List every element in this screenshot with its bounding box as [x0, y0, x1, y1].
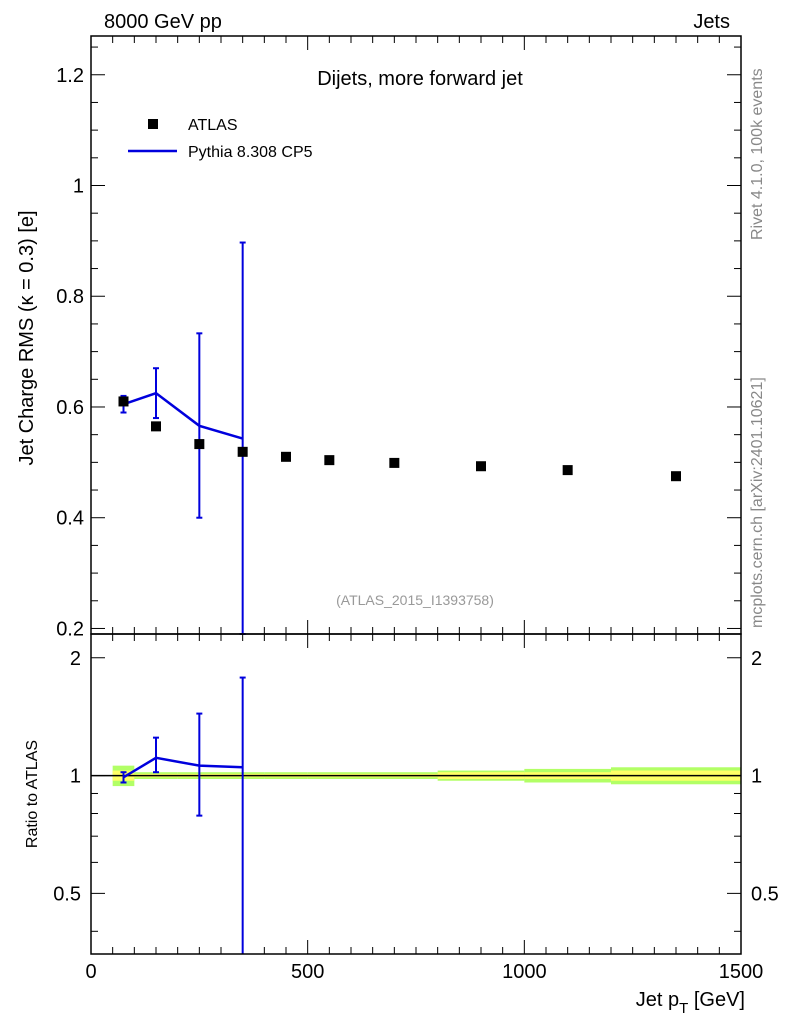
xlabel: Jet pT [GeV] — [636, 989, 745, 1017]
data-point — [324, 455, 335, 466]
xtick-label: 0 — [85, 961, 96, 983]
mc-line — [123, 391, 244, 440]
ratio-ytick-label: 2 — [70, 648, 81, 670]
xtick-label: 1500 — [719, 961, 764, 983]
analysis-id: (ATLAS_2015_I1393758) — [336, 592, 494, 608]
xtick-label: 1000 — [502, 961, 547, 983]
data-point — [237, 446, 248, 457]
legend-label-atlas: ATLAS — [188, 117, 238, 134]
main-axis-ticks: 0.2 0.4 0.6 0.8 1 1.2 — [56, 36, 742, 640]
rivet-label: Rivet 4.1.0, 100k events — [749, 68, 766, 240]
main-panel: 0.2 0.4 0.6 0.8 1 1.2 Dijets, more forward je… — [16, 35, 742, 640]
ratio-line — [122, 756, 243, 779]
data-point — [118, 396, 129, 407]
legend-marker-atlas — [148, 119, 158, 129]
ratio-frame — [90, 633, 742, 955]
main-ytick-label: 1 — [73, 176, 84, 198]
ratio-ytick-label: 0.5 — [53, 883, 81, 905]
data-point — [281, 451, 291, 462]
ratio-marks — [91, 676, 741, 954]
main-ytick-label: 0.2 — [56, 618, 84, 640]
ratio-axis-ticks: 0 500 1000 1500 0.5 0.5 1 1 2 2 — [53, 634, 779, 983]
source-label: mcplots.cern.ch [arXiv:2401.10621] — [749, 377, 766, 628]
data-point — [671, 471, 681, 482]
data-point — [194, 439, 205, 450]
ratio-panel: 0 500 1000 1500 0.5 0.5 1 1 2 2 Ratio to ATLAS Je… — [24, 633, 779, 1017]
legend-label-pythia: Pythia 8.308 CP5 — [188, 144, 313, 161]
main-ytick-label: 0.6 — [56, 397, 84, 419]
data-point — [476, 461, 486, 472]
header-left: 8000 GeV pp — [104, 11, 222, 33]
ratio-ylabel: Ratio to ATLAS — [24, 740, 41, 848]
main-ytick-label: 0.8 — [56, 286, 84, 308]
data-point — [151, 421, 161, 432]
xtick-label: 500 — [291, 961, 324, 983]
ratio-ytick-label-right: 1 — [751, 766, 762, 788]
data-point — [389, 457, 400, 468]
ratio-ytick-label-right: 2 — [751, 648, 762, 670]
main-title: Dijets, more forward jet — [317, 68, 523, 90]
main-marks — [118, 241, 681, 635]
data-point — [562, 465, 573, 476]
ratio-ytick-label-right: 0.5 — [751, 883, 779, 905]
legend: ATLAS Pythia 8.308 CP5 — [128, 117, 313, 161]
main-ylabel: Jet Charge RMS (κ = 0.3) [e] — [16, 210, 38, 465]
header-right: Jets — [693, 11, 730, 33]
ratio-ytick-label: 1 — [70, 766, 81, 788]
main-ytick-label: 1.2 — [56, 65, 84, 87]
main-ytick-label: 0.4 — [56, 508, 84, 530]
